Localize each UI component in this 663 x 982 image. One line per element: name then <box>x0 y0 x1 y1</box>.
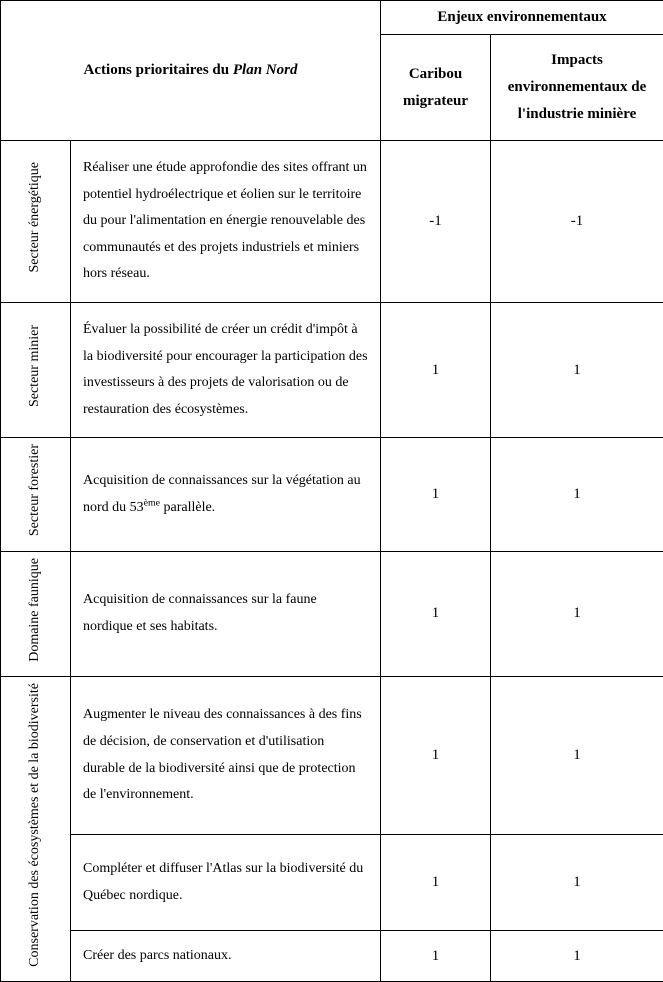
table-row: Domaine faunique Acquisition de connaiss… <box>1 551 663 676</box>
table-row: Conservation des écosystèmes et de la bi… <box>1 677 663 835</box>
header-caribou: Caribou migrateur <box>381 35 491 141</box>
sector-label: Secteur forestier <box>1 438 71 552</box>
value-impacts: 1 <box>491 835 663 931</box>
table-row: Secteur forestier Acquisition de connais… <box>1 438 663 552</box>
table-row: Compléter et diffuser l'Atlas sur la bio… <box>1 835 663 931</box>
value-caribou: 1 <box>381 835 491 931</box>
header-actions-prefix: Actions prioritaires du <box>84 62 233 78</box>
sector-label: Domaine faunique <box>1 551 71 676</box>
value-caribou: 1 <box>381 931 491 982</box>
sector-text: Secteur forestier <box>24 444 46 536</box>
action-text: Compléter et diffuser l'Atlas sur la bio… <box>71 835 381 931</box>
sector-label: Conservation des écosystèmes et de la bi… <box>1 677 71 982</box>
value-impacts: 1 <box>491 677 663 835</box>
sector-text: Secteur énergétique <box>24 162 46 273</box>
table-row: Secteur minier Évaluer la possibilité de… <box>1 302 663 437</box>
value-caribou: 1 <box>381 302 491 437</box>
table-row: Secteur énergétique Réaliser une étude a… <box>1 141 663 303</box>
action-sup: ème <box>144 497 160 508</box>
sector-text: Conservation des écosystèmes et de la bi… <box>24 683 46 967</box>
action-text: Évaluer la possibilité de créer un crédi… <box>71 302 381 437</box>
header-actions-italic: Plan Nord <box>233 62 298 78</box>
header-env-group: Enjeux environnementaux <box>381 1 663 35</box>
sector-text: Secteur minier <box>24 325 46 407</box>
value-impacts: 1 <box>491 302 663 437</box>
plan-nord-table: Actions prioritaires du Plan Nord Enjeux… <box>0 0 663 982</box>
value-caribou: 1 <box>381 438 491 552</box>
header-actions: Actions prioritaires du Plan Nord <box>1 1 381 141</box>
header-impacts: Impacts environnementaux de l'industrie … <box>491 35 663 141</box>
value-impacts: -1 <box>491 141 663 303</box>
sector-label: Secteur énergétique <box>1 141 71 303</box>
value-caribou: -1 <box>381 141 491 303</box>
value-caribou: 1 <box>381 677 491 835</box>
value-impacts: 1 <box>491 931 663 982</box>
table-row: Créer des parcs nationaux. 1 1 <box>1 931 663 982</box>
action-text: Acquisition de connaissances sur la faun… <box>71 551 381 676</box>
value-caribou: 1 <box>381 551 491 676</box>
sector-text: Domaine faunique <box>24 558 46 662</box>
action-text: Augmenter le niveau des connaissances à … <box>71 677 381 835</box>
action-text: Créer des parcs nationaux. <box>71 931 381 982</box>
action-text: Acquisition de connaissances sur la végé… <box>71 438 381 552</box>
sector-label: Secteur minier <box>1 302 71 437</box>
action-prefix: Acquisition de connaissances sur la végé… <box>83 473 361 515</box>
value-impacts: 1 <box>491 551 663 676</box>
action-suffix: parallèle. <box>160 500 215 515</box>
action-text: Réaliser une étude approfondie des sites… <box>71 141 381 303</box>
value-impacts: 1 <box>491 438 663 552</box>
